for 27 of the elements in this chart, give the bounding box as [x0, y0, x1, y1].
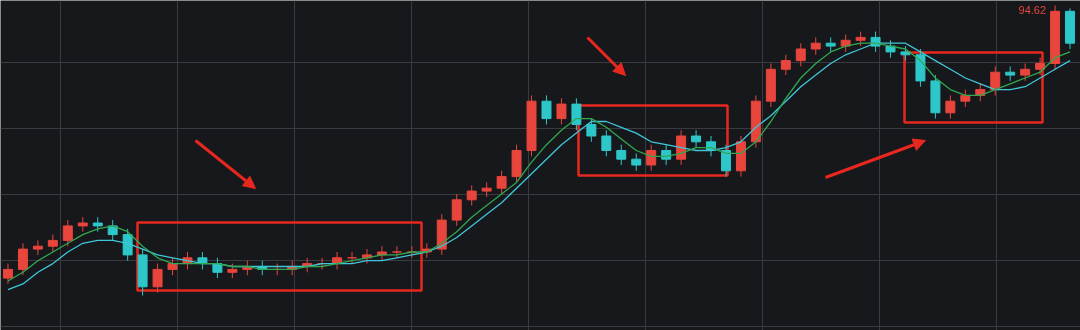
candlestick [107, 219, 118, 241]
candlestick [571, 97, 582, 131]
candlestick [122, 228, 133, 262]
candlestick [795, 42, 806, 67]
candlestick [391, 245, 402, 259]
candlestick [616, 144, 627, 166]
candlestick [945, 94, 956, 120]
candlestick [721, 144, 731, 178]
candlestick [691, 129, 702, 149]
candlestick [17, 242, 28, 276]
candlestick [212, 257, 223, 279]
candlestick [466, 184, 477, 207]
candlestick [780, 54, 791, 76]
candlestick [556, 97, 567, 125]
candlestick [451, 193, 462, 227]
candlestick [586, 118, 597, 143]
candlestick [62, 219, 73, 247]
candlestick [152, 263, 163, 294]
candlestick [541, 94, 552, 125]
candlestick [32, 239, 43, 256]
candlestick [47, 234, 58, 253]
candlestick [2, 263, 13, 285]
annotation: 94.62 [1018, 3, 1047, 16]
candlestick [496, 170, 507, 195]
candlestick [601, 129, 612, 157]
candlestick [646, 144, 657, 172]
candlestick [1035, 57, 1046, 76]
